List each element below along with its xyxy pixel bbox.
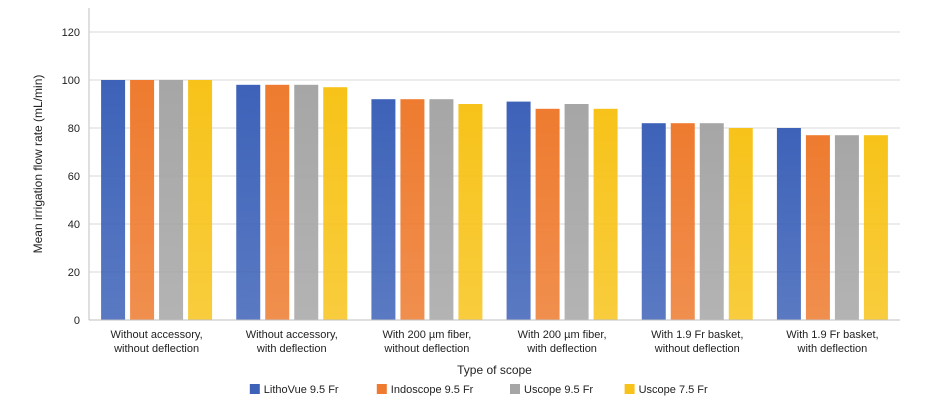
x-tick-label: Without accessory, (246, 329, 338, 341)
bar-indoscope-9-5-fr-5 (670, 123, 695, 320)
bar-uscope-9-5-fr-4 (564, 104, 589, 320)
bar-indoscope-9-5-fr-4 (535, 108, 560, 320)
bar-lithovue-9-5-fr-2 (236, 84, 261, 320)
x-axis-title: Type of scope (457, 363, 532, 377)
legend-item: LithoVue 9.5 Fr (249, 384, 339, 396)
x-tick-label: with deflection (256, 343, 327, 355)
legend-label: Uscope 7.5 Fr (639, 384, 708, 396)
bar-indoscope-9-5-fr-3 (400, 99, 425, 320)
bar-lithovue-9-5-fr-6 (776, 128, 801, 320)
bar-uscope-9-5-fr-3 (429, 99, 454, 320)
x-tick-label: With 1.9 Fr basket, (786, 329, 878, 341)
x-axis-ticks: Without accessory, without deflection With… (111, 329, 879, 355)
gridlines (89, 31, 900, 273)
x-tick-label: with deflection (797, 343, 868, 355)
x-tick-label: With 200 µm fiber, (382, 329, 471, 341)
y-axis-title: Mean irrigation flow rate (mL/min) (31, 75, 45, 254)
x-tick-label: without deflection (113, 343, 199, 355)
legend: LithoVue 9.5 Fr Indoscope 9.5 Fr Uscope 9.… (249, 384, 708, 396)
bar-lithovue-9-5-fr-1 (101, 80, 126, 320)
bar-uscope-9-5-fr-6 (834, 135, 859, 320)
x-tick-label: with deflection (526, 343, 597, 355)
bar-uscope-9-5-fr-5 (699, 123, 724, 320)
bar-uscope-7-5-fr-6 (863, 135, 888, 320)
y-tick-label: 20 (68, 267, 80, 279)
y-tick-label: 80 (68, 123, 80, 135)
bar-indoscope-9-5-fr-1 (130, 80, 155, 320)
legend-swatch (510, 384, 520, 394)
legend-swatch (249, 384, 260, 394)
bar-uscope-7-5-fr-3 (458, 104, 483, 320)
y-axis-ticks: 0 20 40 60 80 100 120 (62, 27, 80, 327)
legend-swatch (376, 384, 387, 394)
bar-indoscope-9-5-fr-2 (265, 84, 290, 320)
y-tick-label: 120 (62, 27, 80, 39)
x-tick-label: without deflection (654, 343, 740, 355)
bar-lithovue-9-5-fr-5 (641, 123, 666, 320)
bar-indoscope-9-5-fr-6 (805, 135, 830, 320)
bar-lithovue-9-5-fr-3 (371, 99, 396, 320)
y-tick-label: 60 (68, 171, 80, 183)
legend-label: Uscope 9.5 Fr (524, 384, 593, 396)
legend-swatch (624, 384, 635, 394)
x-tick-label: With 200 µm fiber, (518, 329, 607, 341)
legend-item: Indoscope 9.5 Fr (376, 384, 474, 396)
y-tick-label: 0 (74, 315, 80, 327)
x-tick-label: With 1.9 Fr basket, (651, 329, 743, 341)
legend-label: LithoVue 9.5 Fr (264, 384, 339, 396)
bars (101, 80, 888, 320)
legend-item: Uscope 9.5 Fr (510, 384, 593, 396)
bar-uscope-7-5-fr-1 (188, 80, 213, 320)
bar-uscope-7-5-fr-4 (593, 108, 618, 320)
y-tick-label: 40 (68, 219, 80, 231)
bar-uscope-9-5-fr-1 (159, 80, 184, 320)
legend-item: Uscope 7.5 Fr (624, 384, 708, 396)
bar-uscope-7-5-fr-2 (323, 87, 348, 320)
bar-uscope-7-5-fr-5 (728, 128, 753, 320)
bar-uscope-9-5-fr-2 (294, 84, 319, 320)
x-tick-label: Without accessory, (111, 329, 203, 341)
x-tick-label: without deflection (383, 343, 469, 355)
y-tick-label: 100 (62, 75, 80, 87)
legend-label: Indoscope 9.5 Fr (391, 384, 474, 396)
bar-lithovue-9-5-fr-4 (506, 101, 531, 320)
